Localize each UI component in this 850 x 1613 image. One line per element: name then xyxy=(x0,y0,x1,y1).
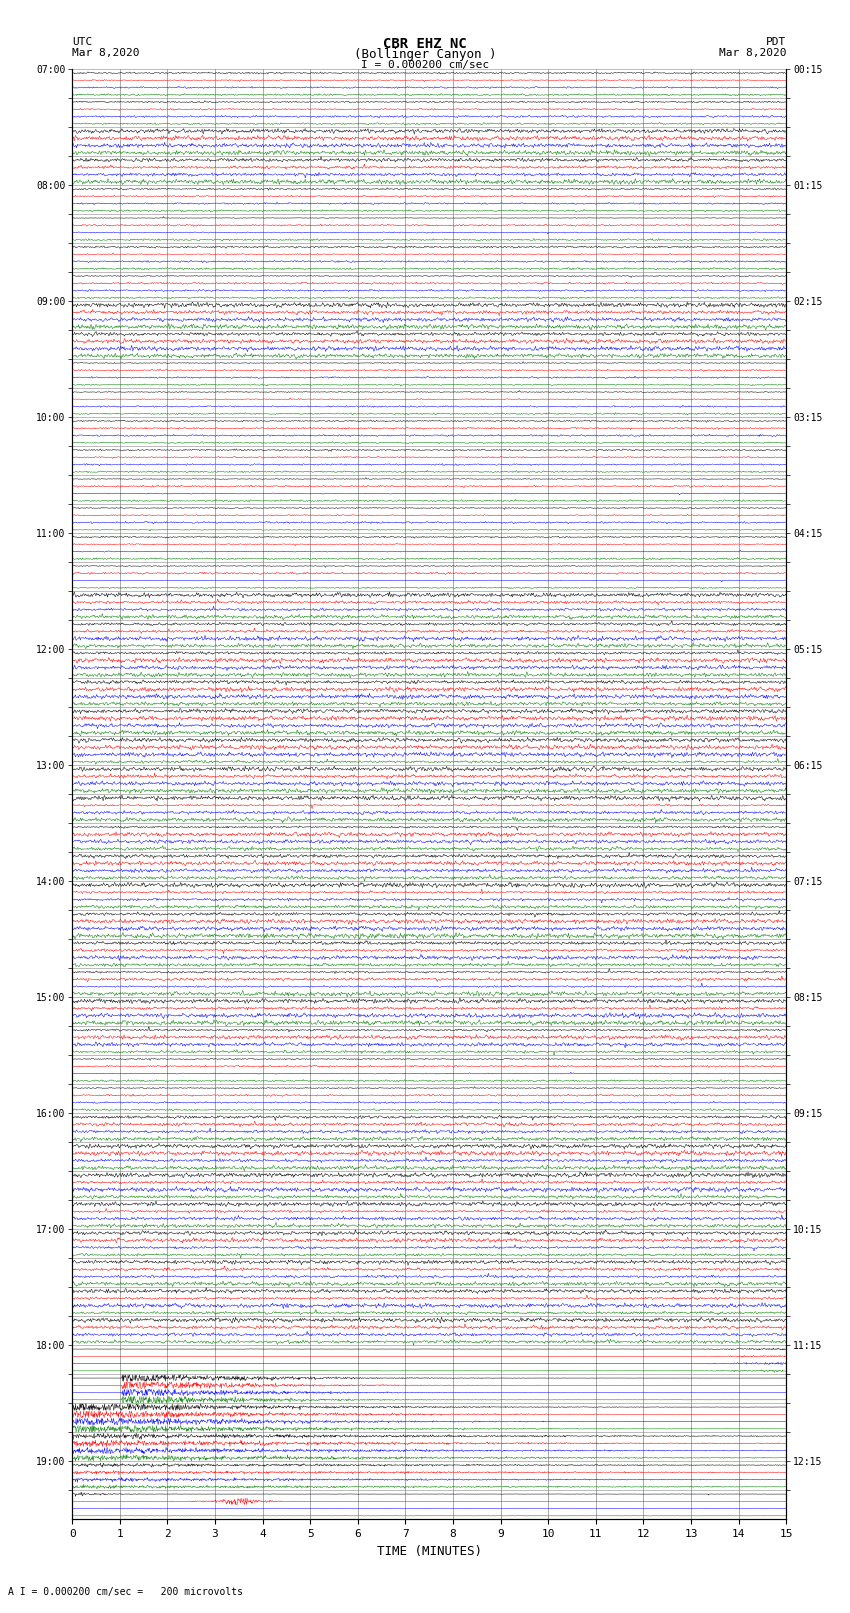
Text: I = 0.000200 cm/sec: I = 0.000200 cm/sec xyxy=(361,60,489,69)
X-axis label: TIME (MINUTES): TIME (MINUTES) xyxy=(377,1545,482,1558)
Text: (Bollinger Canyon ): (Bollinger Canyon ) xyxy=(354,48,496,61)
Text: Mar 8,2020: Mar 8,2020 xyxy=(719,48,786,58)
Text: UTC: UTC xyxy=(72,37,93,47)
Text: CBR EHZ NC: CBR EHZ NC xyxy=(383,37,467,52)
Text: Mar 8,2020: Mar 8,2020 xyxy=(72,48,139,58)
Text: A I = 0.000200 cm/sec =   200 microvolts: A I = 0.000200 cm/sec = 200 microvolts xyxy=(8,1587,243,1597)
Text: PDT: PDT xyxy=(766,37,786,47)
